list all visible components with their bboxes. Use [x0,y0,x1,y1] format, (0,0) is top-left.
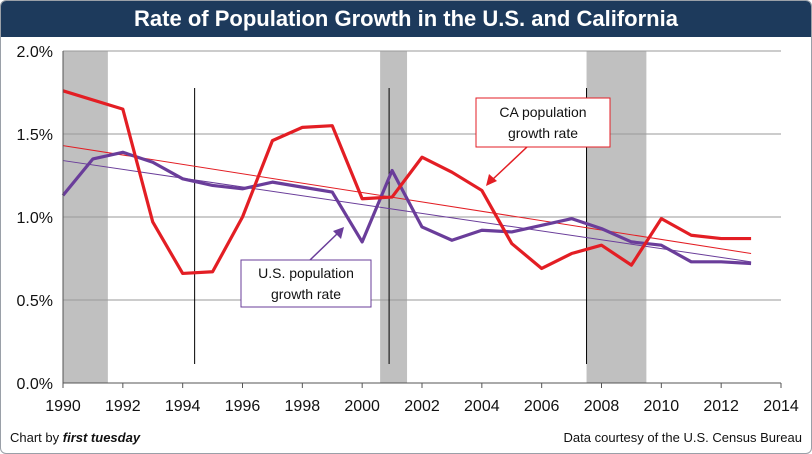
us-annotation-box [240,259,372,308]
chart-title: Rate of Population Growth in the U.S. an… [1,1,811,37]
x-tick-label: 2010 [644,398,680,415]
chart-credit: Chart by first tuesday [10,430,140,445]
us-growth-line [61,150,752,266]
x-tick-label: 2006 [524,398,560,415]
ca-annotation-box [475,97,611,148]
y-tick-label: 2.0% [17,44,53,61]
x-tick-label: 1998 [285,398,321,415]
us-arrow-head [333,227,344,239]
y-tick-label: 0.0% [17,376,53,393]
credit-brand: first tuesday [62,430,141,445]
x-tick-label: 1992 [105,398,141,415]
x-tick-label: 2004 [464,398,500,415]
x-tick-label: 1996 [225,398,261,415]
x-tick-label: 2000 [344,398,380,415]
ca-arrow-head [486,174,497,186]
ca-annotation-line2: growth rate [508,125,578,141]
ca-annotation-line1: CA population [499,104,586,120]
us-arrow-shaft [309,232,339,261]
credit-prefix: Chart by [10,430,63,445]
ca-arrow-shaft [491,146,528,181]
x-tick-label: 2014 [763,398,799,415]
ca-growth-line [62,89,752,276]
y-tick-label: 1.5% [17,127,53,144]
x-tick-label: 2002 [404,398,440,415]
x-tick-label: 1990 [45,398,81,415]
data-source: Data courtesy of the U.S. Census Bureau [563,430,802,445]
x-tick-label: 2012 [703,398,739,415]
x-tick-label: 1994 [165,398,201,415]
x-tick-label: 2008 [584,398,620,415]
us-annotation-line2: growth rate [271,286,341,302]
y-tick-label: 0.5% [17,293,53,310]
y-tick-label: 1.0% [17,210,53,227]
us-annotation-line1: U.S. population [258,265,354,281]
